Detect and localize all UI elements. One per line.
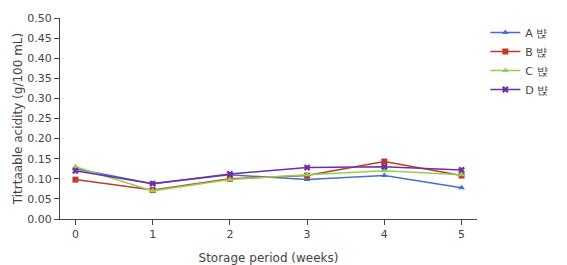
svg-text:0.45: 0.45 [27,32,52,45]
svg-text:2: 2 [226,228,233,241]
svg-text:1: 1 [149,228,156,241]
svg-text:0.30: 0.30 [27,92,52,105]
svg-text:0.40: 0.40 [27,52,52,65]
svg-text:0.00: 0.00 [27,213,52,226]
svg-text:0: 0 [72,228,79,241]
svg-text:B 뱑: B 뱑 [525,46,547,59]
svg-text:C 뱑: C 뱑 [525,65,547,78]
svg-text:4: 4 [381,228,388,241]
svg-text:0.20: 0.20 [27,132,52,145]
svg-text:0.50: 0.50 [27,12,52,25]
svg-text:3: 3 [304,228,311,241]
svg-text:A 뱑: A 뱑 [525,27,547,40]
svg-text:D 뱑: D 뱑 [525,84,548,97]
svg-text:5: 5 [458,228,465,241]
svg-text:Storage period (weeks): Storage period (weeks) [199,251,339,265]
svg-text:0.15: 0.15 [27,153,52,166]
svg-text:0.35: 0.35 [27,72,52,85]
svg-text:0.25: 0.25 [27,112,52,125]
svg-text:Titrtaable acidity (g/100 mL): Titrtaable acidity (g/100 mL) [11,33,25,205]
svg-text:0.05: 0.05 [27,193,52,206]
svg-text:0.10: 0.10 [27,173,52,186]
